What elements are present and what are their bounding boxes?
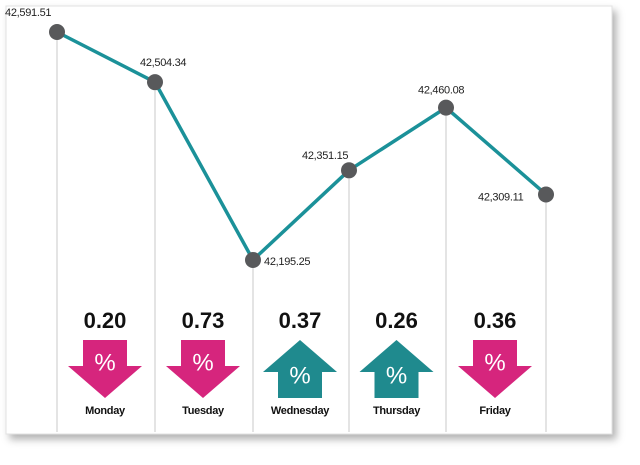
day-label: Friday [479, 405, 511, 417]
point-label: 42,351.15 [302, 150, 348, 162]
point-label: 42,460.08 [418, 85, 464, 97]
change-value: 0.73 [182, 308, 225, 333]
point [49, 24, 65, 40]
point-label: 42,591.51 [5, 7, 51, 19]
percent-sign: % [192, 349, 213, 376]
line [56, 30, 548, 262]
point [341, 162, 357, 179]
arrow-down [166, 340, 240, 398]
arrow-up [263, 340, 337, 398]
percent-sign: % [386, 362, 407, 389]
change-value: 0.36 [474, 308, 517, 333]
point [147, 74, 163, 91]
point-label: 42,309.11 [478, 191, 524, 203]
day-label: Monday [85, 405, 126, 417]
point-label: 42,195.25 [264, 256, 310, 268]
day-label: Wednesday [271, 405, 330, 417]
point [245, 252, 261, 268]
point [538, 186, 554, 203]
day-label: Thursday [373, 405, 421, 417]
point [438, 99, 454, 116]
percent-sign: % [289, 362, 310, 389]
day-label: Tuesday [182, 405, 225, 417]
percent-sign: % [484, 349, 505, 376]
arrow-down [68, 340, 142, 398]
point-label: 42,504.34 [140, 57, 186, 69]
arrow-up [359, 340, 434, 398]
change-value: 0.26 [375, 308, 418, 333]
arrow-down [458, 340, 532, 398]
change-value: 0.20 [84, 308, 127, 333]
change-value: 0.37 [279, 308, 322, 333]
percent-sign: % [94, 349, 115, 376]
